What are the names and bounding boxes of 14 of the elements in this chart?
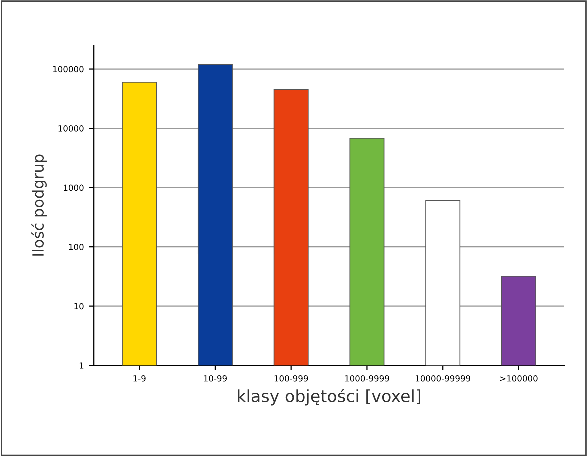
x-axis-title: klasy objętości [voxel] [238,388,420,406]
x-tick-label: 10-99 [204,375,227,382]
x-tick-label: 1000-9999 [345,375,390,382]
x-tick-label: 100-999 [274,375,308,382]
y-tick-label: 100000 [53,66,84,73]
x-tick-label: >100000 [500,375,538,382]
x-tick-label: 10000-99999 [416,375,471,382]
y-tick-label: 1000 [64,184,84,192]
y-tick-label: 10000 [58,126,84,132]
y-tick-label: 10 [74,303,84,310]
y-tick-label: 100 [69,244,84,250]
y-axis-title: Ilość podgrup [32,154,47,256]
x-tick-label: 1-9 [134,375,146,382]
y-tick-label: 1 [80,362,84,369]
